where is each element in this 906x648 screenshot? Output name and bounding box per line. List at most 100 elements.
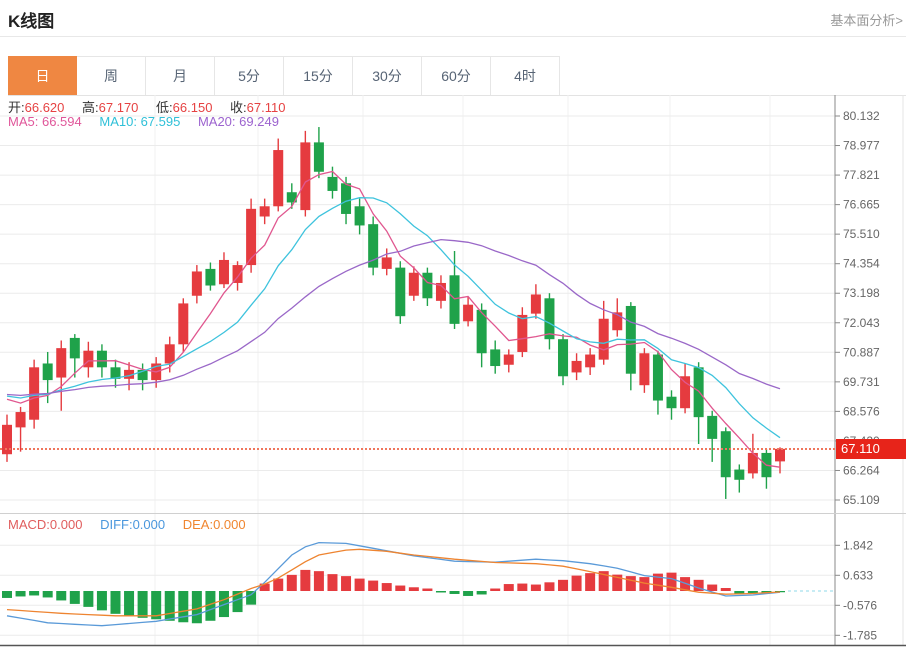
macd-histogram-bar <box>178 591 189 623</box>
macd-label: MACD: <box>8 517 50 532</box>
macd-histogram-bar <box>517 583 528 591</box>
ma-readout: MA5: 66.594 MA10: 67.595 MA20: 69.249 <box>8 114 293 129</box>
y-axis-label: 70.887 <box>843 345 880 359</box>
macd-histogram-bar <box>313 571 324 591</box>
candle-body <box>300 142 311 211</box>
ma20-line <box>6 238 781 397</box>
ma20-value: 69.249 <box>239 114 279 129</box>
candle-body <box>490 349 501 367</box>
candle-body <box>517 314 528 352</box>
diff-value: 0.000 <box>132 517 166 532</box>
tab-week[interactable]: 周 <box>77 56 146 95</box>
tab-30min[interactable]: 30分 <box>353 56 422 95</box>
macd-histogram-bar <box>300 569 311 591</box>
candle-body <box>449 275 460 324</box>
candle-body <box>422 272 433 299</box>
macd-histogram-bar <box>69 591 80 604</box>
y-axis-label: 74.354 <box>843 257 880 271</box>
tab-60min[interactable]: 60分 <box>422 56 491 95</box>
candle-body <box>598 318 609 360</box>
candle-body <box>178 303 189 345</box>
ma10-value: 67.595 <box>140 114 181 129</box>
macd-histogram-bar <box>137 591 148 618</box>
candle-body <box>693 367 704 418</box>
candle-body <box>652 354 663 401</box>
candle-body <box>734 469 745 480</box>
candle-body <box>56 348 67 378</box>
open-value: 66.620 <box>24 100 65 115</box>
tab-4hour[interactable]: 4时 <box>491 56 560 95</box>
close-label: 收: <box>230 100 247 115</box>
ma20-label: MA20: <box>197 114 236 129</box>
candle-body <box>273 150 284 207</box>
y-axis-label: 78.977 <box>843 139 880 153</box>
macd-histogram-bar <box>625 576 636 591</box>
macd-histogram-bar <box>530 584 541 591</box>
page-title: K线图 <box>8 12 55 31</box>
candle-body <box>218 259 229 285</box>
macd-histogram-bar <box>571 575 582 591</box>
candle-body <box>42 363 53 381</box>
y-axis-label: 0.633 <box>843 568 873 582</box>
candle-body <box>680 376 691 409</box>
candle-body <box>191 271 202 296</box>
candle-body <box>2 424 12 455</box>
macd-histogram-bar <box>286 574 297 591</box>
y-axis-label: -0.576 <box>843 598 877 612</box>
y-axis-label: 72.043 <box>843 316 880 330</box>
candle-body <box>368 224 379 268</box>
header-divider <box>0 36 906 37</box>
y-axis-label: 1.842 <box>843 538 873 552</box>
candle-body <box>259 206 270 217</box>
macd-histogram-bar <box>341 576 352 591</box>
high-value: 67.170 <box>98 100 139 115</box>
diff-line <box>6 541 781 627</box>
low-value: 66.150 <box>172 100 213 115</box>
tab-15min[interactable]: 15分 <box>284 56 353 95</box>
macd-histogram-bar <box>29 591 40 596</box>
last-price-dotted-line <box>0 448 835 450</box>
macd-histogram-bar <box>408 587 419 591</box>
macd-histogram-bar <box>124 591 135 617</box>
macd-histogram-bar <box>693 579 704 591</box>
dea-value: 0.000 <box>213 517 246 532</box>
tab-month[interactable]: 月 <box>146 56 215 95</box>
macd-histogram-bar <box>83 591 94 607</box>
candle-body <box>354 206 365 226</box>
candle-body <box>720 431 731 478</box>
candlestick-chart[interactable]: 80.132 78.977 77.821 76.665 75.510 74.354 73.1… <box>0 95 906 513</box>
candle-body <box>69 337 80 359</box>
tab-5min[interactable]: 5分 <box>215 56 284 95</box>
macd-histogram-bar <box>639 577 650 591</box>
candle-body <box>395 267 406 317</box>
y-axis-label: 77.821 <box>843 168 880 182</box>
macd-histogram-bar <box>558 579 569 591</box>
candle-body <box>327 176 338 191</box>
candle-body <box>639 353 650 386</box>
period-tabbar: 日周月 5分 15分 30分 60分 4时 <box>8 56 906 96</box>
fundamental-analysis-link[interactable]: 基本面分析> <box>830 13 903 28</box>
candle-body <box>666 396 677 409</box>
candle-body <box>246 208 257 266</box>
macd-histogram-bar <box>246 591 257 605</box>
macd-histogram-bar <box>205 591 216 621</box>
macd-histogram-bar <box>449 591 460 594</box>
tab-day[interactable]: 日 <box>8 56 77 95</box>
macd-histogram-bar <box>273 578 284 591</box>
macd-chart[interactable]: 1.842 0.633 -0.576 -1.785 <box>0 513 906 648</box>
macd-histogram-bar <box>232 591 243 613</box>
candle-body <box>124 369 135 379</box>
y-axis-label: 73.198 <box>843 286 880 300</box>
open-label: 开: <box>8 100 25 115</box>
macd-histogram-bar <box>476 591 487 595</box>
candle-body <box>110 367 121 379</box>
candle-body <box>83 350 94 368</box>
y-axis-label: 76.665 <box>843 198 880 212</box>
candle-body <box>232 265 243 283</box>
y-axis-label: 68.576 <box>843 404 880 418</box>
close-value: 67.110 <box>246 100 286 115</box>
macd-histogram-bar <box>761 591 772 593</box>
candle-body <box>544 298 555 340</box>
candle-body <box>381 257 392 269</box>
y-axis-label: 80.132 <box>843 109 880 123</box>
